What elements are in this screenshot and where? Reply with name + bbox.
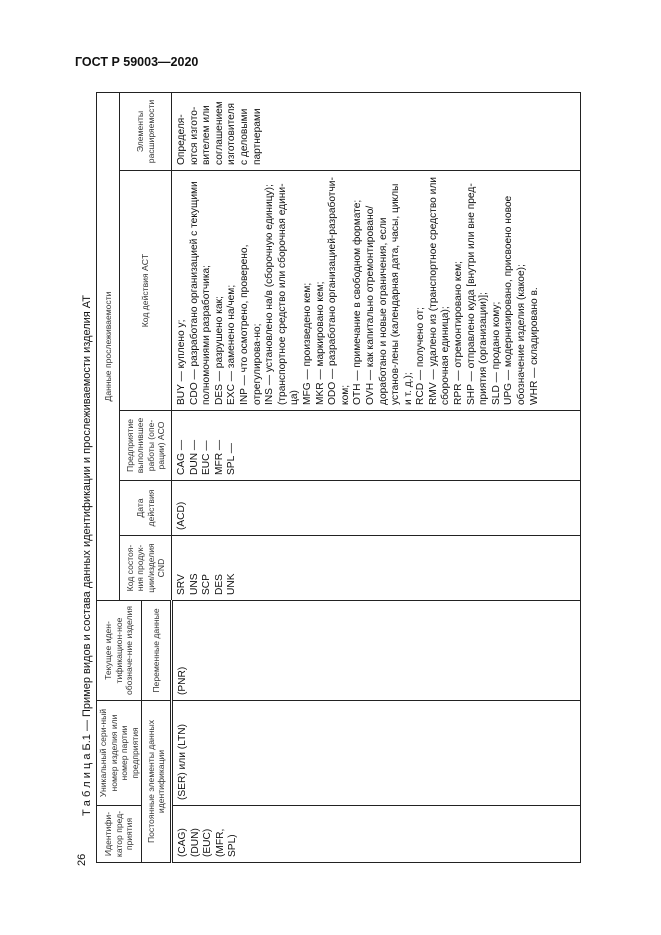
cell-cnd: SRV UNS SCP DES UNK [171,535,581,601]
value: (MFR, [214,828,226,857]
cell-ext: Определя-ются изгото-вителем или соглаше… [171,92,581,171]
header-permanent: Постоянные элементы данных идентификации [141,700,172,863]
value: SCP [201,574,213,595]
header-aco: Предприятие выполнившее работы (опе-раци… [119,410,172,481]
value: EUC — [201,440,213,475]
cell-act: BUY — куплено у; CDO — разработано органи… [171,170,581,411]
action-code-item: MFG — произведено кем; [301,282,313,405]
header-current-id: Текущее иден-тификацион-ное обозначе-ние… [96,600,142,701]
cell-unique-serial: (SER) или (LTN) [171,700,581,806]
value: (CAG) [177,828,188,857]
identification-table: Идентифи-катор пред-приятия Уникальный с… [96,92,581,863]
action-code-item: OVH — как капитально отремонтировано/ до… [364,183,414,405]
value: DES [213,574,225,595]
page-number: 26 [76,853,88,866]
cell-current-id: (PNR) [171,600,581,701]
value: SRV [176,574,187,595]
action-code-item: RCD — получено от; [415,307,427,405]
value: (DUN) [189,828,201,857]
document-header: ГОСТ Р 59003—2020 [75,55,199,69]
action-code-item: BUY — куплено у; [176,319,187,405]
header-cnd: Код состоя-ния продук-ции/изделия CND [119,535,172,601]
action-code-item: CDO — разработано организацией с текущим… [188,181,213,405]
table-caption: Т а б л и ц а Б.1 — Пример видов и соста… [81,294,93,816]
cell-date: (ACD) [171,480,581,536]
action-code-item: RPR — отремонтировано кем; [453,261,465,405]
cell-aco: CAG — DUN — EUC — MFR — SPL — [171,410,581,481]
header-act: Код действия ACT [119,170,172,411]
action-code-item: WHR — складировано в. [528,287,540,405]
value: SPL — [226,443,238,475]
header-unique-serial: Уникальный сери-ный номер изделия или но… [96,700,142,806]
cell-identifier: (CAG) (DUN) (EUC) (MFR, SPL) [171,805,581,863]
header-ext: Элементы расширяемости [119,92,172,171]
action-code-item: SHP — отправлено куда [внутри или вне пр… [465,183,490,405]
value: UNS [188,573,200,595]
action-code-item: ODO — разработано организацией-разработч… [327,177,351,405]
header-traceability: Данные прослеживаемости [96,92,120,601]
action-code-item: DES — разрушено как; [213,296,225,405]
value: CAG — [176,439,187,475]
action-code-item: INP — что осмотрено, проверено, отрегули… [238,244,263,405]
action-code-item: RMV — удалено из (транспортное средство … [427,177,452,405]
action-code-item: SLD — продано кому; [490,301,502,405]
action-code-item: INS — установлено на/в (сборочную единиц… [264,183,301,405]
value: DUN — [188,439,200,475]
header-date: Дата действия [119,480,172,536]
value: MFR — [213,439,225,475]
action-code-item: EXC — заменено на/чем; [226,284,238,405]
rotated-table-block: 26 Т а б л и ц а Б.1 — Пример видов и со… [76,91,582,866]
value: SPL) [227,834,239,857]
action-code-item: UPG — модернизировано, присвоено новое о… [503,195,528,405]
header-variable: Переменные данные [141,600,172,701]
action-code-item: OTH — примечание в свободном формате; [352,199,364,405]
header-identifier: Идентифи-катор пред-приятия [96,805,142,863]
value: (EUC) [202,828,214,857]
value: UNK [226,573,238,595]
action-code-item: MKR — маркировано кем; [314,281,326,405]
